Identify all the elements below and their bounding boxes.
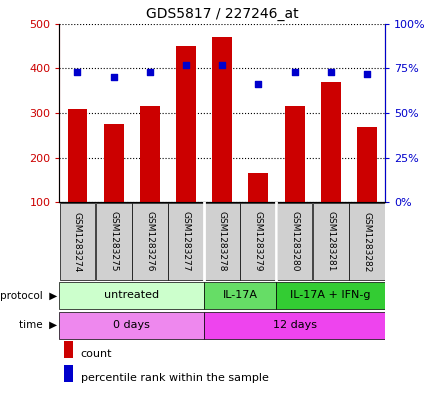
Bar [249,173,268,202]
Bar [64,342,73,358]
Text: 0 days: 0 days [114,320,150,330]
Text: GSM1283274: GSM1283274 [73,211,82,272]
Bar [204,312,385,339]
Bar [104,124,124,202]
Bar [357,127,377,202]
Text: untreated: untreated [104,290,159,300]
Bar [176,46,196,202]
Bar [241,203,276,280]
Point [291,69,298,75]
Text: GSM1283277: GSM1283277 [182,211,191,272]
Text: time  ▶: time ▶ [19,320,57,330]
Point [74,69,81,75]
Text: IL-17A: IL-17A [223,290,258,300]
Point [183,62,190,68]
Text: GSM1283281: GSM1283281 [326,211,335,272]
Bar [276,282,385,309]
Bar [132,203,168,280]
Point [255,81,262,88]
Text: GSM1283280: GSM1283280 [290,211,299,272]
Text: count: count [81,349,112,359]
Bar [212,37,232,202]
Bar [285,106,304,202]
Text: GSM1283279: GSM1283279 [254,211,263,272]
Text: 12 days: 12 days [272,320,316,330]
Bar [64,365,73,382]
Point [363,70,370,77]
Text: GSM1283276: GSM1283276 [145,211,154,272]
Point [110,74,117,80]
Text: GSM1283275: GSM1283275 [109,211,118,272]
Bar [168,203,204,280]
Bar [204,282,276,309]
Point [327,69,334,75]
Text: IL-17A + IFN-g: IL-17A + IFN-g [290,290,371,300]
Bar [96,203,132,280]
Point [219,62,226,68]
Bar [59,203,95,280]
Bar [349,203,385,280]
Bar [277,203,312,280]
Bar [321,82,341,202]
Bar [313,203,348,280]
Bar [204,203,240,280]
Bar [59,312,204,339]
Text: percentile rank within the sample: percentile rank within the sample [81,373,268,383]
Bar [59,282,204,309]
Title: GDS5817 / 227246_at: GDS5817 / 227246_at [146,7,298,21]
Point [147,69,154,75]
Text: protocol  ▶: protocol ▶ [0,291,57,301]
Bar [140,106,160,202]
Text: GSM1283282: GSM1283282 [363,211,371,272]
Bar [68,108,88,202]
Text: GSM1283278: GSM1283278 [218,211,227,272]
